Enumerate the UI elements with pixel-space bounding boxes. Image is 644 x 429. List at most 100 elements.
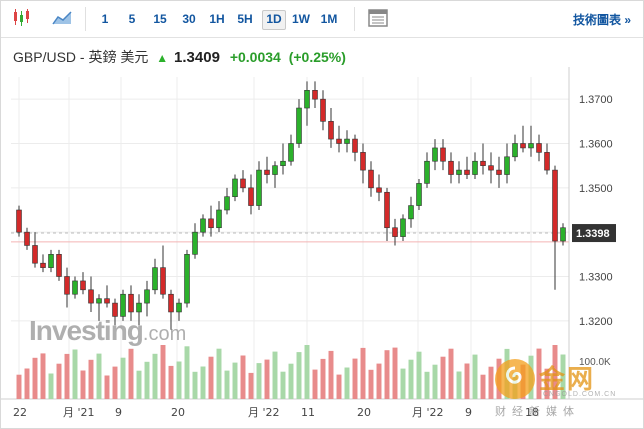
volume-bar [96, 353, 102, 399]
candle-down [24, 231, 30, 246]
candle-down [480, 160, 486, 166]
candle-up [144, 289, 150, 304]
current-price-tag [572, 224, 616, 243]
last-price: 1.3409 [174, 49, 220, 66]
volume-bar [280, 371, 286, 399]
volume-bar [480, 374, 486, 399]
volume-bar [432, 364, 438, 399]
candle-down [384, 191, 390, 229]
price-change: +0.0034 [229, 49, 281, 65]
volume-bar [456, 371, 462, 399]
up-arrow-icon: ▲ [156, 51, 169, 65]
volume-bar [152, 353, 158, 399]
volume-bar [128, 348, 134, 399]
volume-bar [72, 349, 78, 399]
volume-bar [544, 368, 550, 399]
candle-down [168, 293, 174, 313]
candle-up [200, 218, 206, 233]
timeframe-1[interactable]: 1 [101, 12, 109, 26]
candle-down [552, 169, 558, 242]
candle-up [400, 218, 406, 237]
candle-up [216, 209, 222, 229]
table-view-icon[interactable] [367, 8, 389, 28]
volume-bar [296, 352, 302, 399]
volume-bar [32, 357, 38, 399]
candle-up [120, 293, 126, 317]
volume-bar [416, 351, 422, 399]
volume-bar [344, 367, 350, 399]
y-tick-label: 1.3200 [579, 316, 613, 328]
area-chart-icon[interactable] [51, 8, 73, 28]
volume-bar [552, 345, 558, 399]
timeframe-1m[interactable]: 1M [320, 12, 338, 26]
candle-up [472, 160, 478, 175]
candle-down [56, 254, 62, 277]
timeframe-5h[interactable]: 5H [237, 12, 253, 26]
candle-up [424, 160, 430, 184]
volume-bar [272, 351, 278, 399]
volume-bar [304, 345, 310, 399]
volume-bar [136, 370, 142, 399]
x-tick-label: 9 [465, 406, 472, 419]
candle-up [296, 107, 302, 144]
volume-bar [192, 371, 198, 399]
candle-down [320, 98, 326, 122]
volume-bar [312, 369, 318, 399]
candle-down [80, 280, 86, 291]
x-tick-label: 20 [357, 406, 371, 419]
volume-scale-label: 100.0K [579, 357, 611, 368]
toolbar-separator [85, 7, 86, 31]
candle-down [536, 143, 542, 153]
cngold-logo: 金网 CNGOLD.COM.CN 财经新媒体 [491, 355, 641, 418]
candle-up [432, 147, 438, 162]
candle-down [488, 165, 494, 171]
candle-down [376, 187, 382, 193]
volume-bar [328, 350, 334, 399]
y-tick-label: 1.3300 [579, 272, 613, 284]
volume-bar [224, 370, 230, 399]
volume-bar [440, 356, 446, 399]
candle-down [520, 143, 526, 149]
volume-bar [256, 363, 262, 399]
volume-bar [288, 363, 294, 399]
candle-up [512, 143, 518, 158]
volume-bar [120, 357, 126, 399]
timeframe-1w[interactable]: 1W [292, 12, 310, 26]
timeframe-1d[interactable]: 1D [262, 10, 286, 30]
volume-bar [40, 353, 46, 399]
candle-up [184, 254, 190, 304]
y-tick-label: 1.3500 [579, 183, 613, 195]
candle-up [72, 280, 78, 295]
candle-down [440, 147, 446, 162]
volume-bar [112, 366, 118, 399]
volume-bar [336, 374, 342, 399]
volume-bar [64, 353, 70, 399]
timeframe-30[interactable]: 30 [182, 12, 196, 26]
candle-down [464, 169, 470, 175]
candle-up [48, 254, 54, 268]
timeframe-5[interactable]: 5 [128, 12, 136, 26]
volume-bar [184, 346, 190, 399]
candle-down [160, 267, 166, 295]
candle-down [128, 293, 134, 313]
candle-down [248, 187, 254, 206]
volume-bar [80, 370, 86, 399]
candle-down [496, 169, 502, 175]
candle-up [344, 138, 350, 144]
volume-bar [400, 368, 406, 399]
timeframe-15[interactable]: 15 [153, 12, 167, 26]
technical-chart-link[interactable]: 技術圖表 » [572, 13, 631, 27]
volume-bar [560, 354, 566, 399]
volume-bar [48, 373, 54, 399]
candle-up [280, 160, 286, 166]
volume-bar [240, 355, 246, 399]
candle-down [208, 218, 214, 229]
candle-up [304, 90, 310, 109]
volume-bar [536, 348, 542, 399]
volume-bar [176, 361, 182, 399]
candle-down [264, 169, 270, 175]
volume-bar [24, 368, 30, 399]
timeframe-1h[interactable]: 1H [209, 12, 225, 26]
candlestick-chart-icon[interactable] [11, 8, 33, 28]
